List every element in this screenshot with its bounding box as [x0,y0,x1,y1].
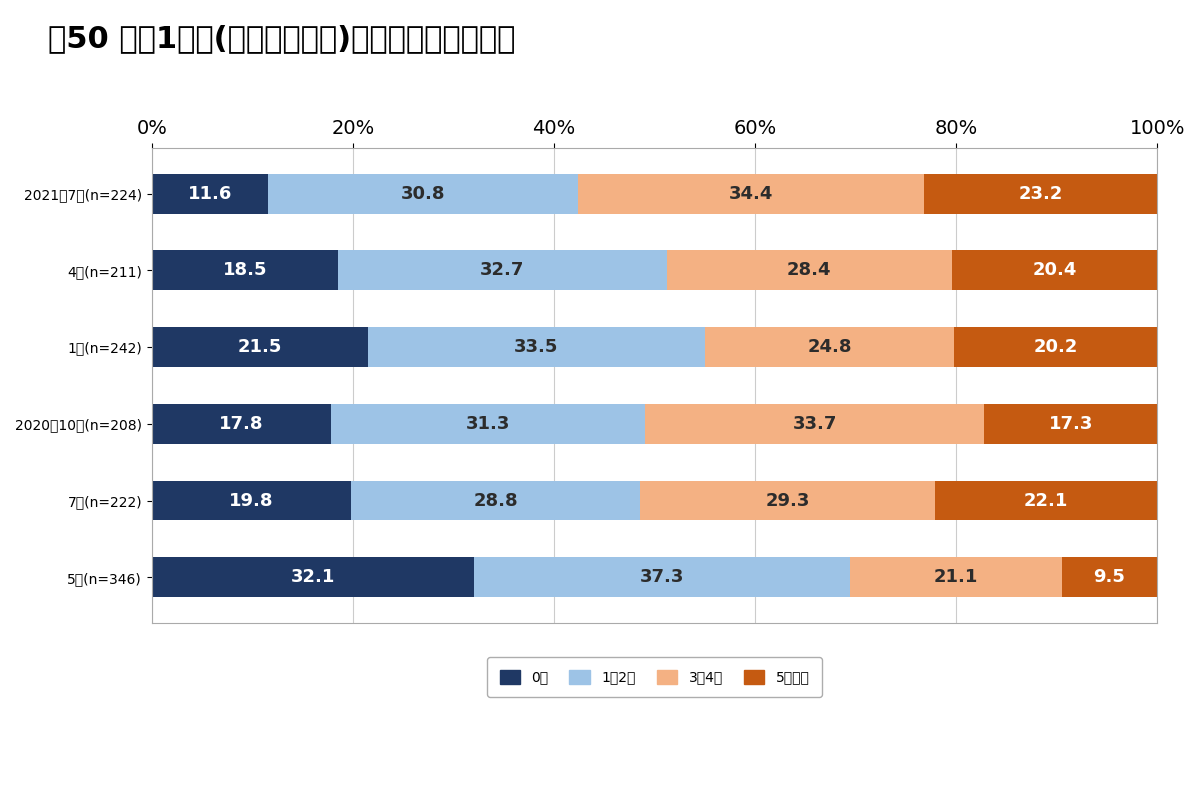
Bar [924,174,1157,214]
Bar [337,250,666,290]
Bar [331,404,646,444]
Bar [151,250,337,290]
Text: 33.5: 33.5 [514,338,558,356]
Bar [474,558,850,597]
Text: 28.8: 28.8 [473,491,518,510]
Text: 17.3: 17.3 [1049,415,1093,433]
Text: 23.2: 23.2 [1019,185,1063,202]
Bar [984,404,1158,444]
Bar [646,404,984,444]
Bar [850,558,1062,597]
Text: 28.4: 28.4 [787,262,832,279]
Text: 33.7: 33.7 [793,415,838,433]
Bar [151,327,368,367]
Text: 24.8: 24.8 [808,338,852,356]
Text: 20.2: 20.2 [1033,338,1078,356]
Bar [269,174,578,214]
Bar [368,327,704,367]
Text: 21.1: 21.1 [934,568,978,586]
Legend: 0日, 1〜2日, 3〜4日, 5日以上: 0日, 1〜2日, 3〜4日, 5日以上 [487,658,822,697]
Bar [952,250,1157,290]
Text: 34.4: 34.4 [728,185,773,202]
Text: 9.5: 9.5 [1093,568,1126,586]
Bar [666,250,952,290]
Text: 21.5: 21.5 [238,338,282,356]
Text: 37.3: 37.3 [640,568,684,586]
Text: 30.8: 30.8 [401,185,445,202]
Text: 32.1: 32.1 [290,568,335,586]
Bar [704,327,954,367]
Bar [954,327,1157,367]
Bar [641,481,935,521]
Bar [151,174,269,214]
Text: 図50 直近1週間(営業日ベース)の週当たり出勤日数: 図50 直近1週間(営業日ベース)の週当たり出勤日数 [48,24,515,53]
Bar [935,481,1157,521]
Text: 31.3: 31.3 [466,415,510,433]
Text: 32.7: 32.7 [480,262,524,279]
Bar [350,481,641,521]
Bar [578,174,924,214]
Text: 29.3: 29.3 [766,491,810,510]
Text: 19.8: 19.8 [229,491,274,510]
Text: 22.1: 22.1 [1024,491,1068,510]
Text: 17.8: 17.8 [218,415,264,433]
Bar [1062,558,1157,597]
Bar [151,481,350,521]
Bar [151,558,474,597]
Text: 11.6: 11.6 [188,185,233,202]
Bar [151,404,331,444]
Text: 20.4: 20.4 [1032,262,1076,279]
Text: 18.5: 18.5 [222,262,266,279]
